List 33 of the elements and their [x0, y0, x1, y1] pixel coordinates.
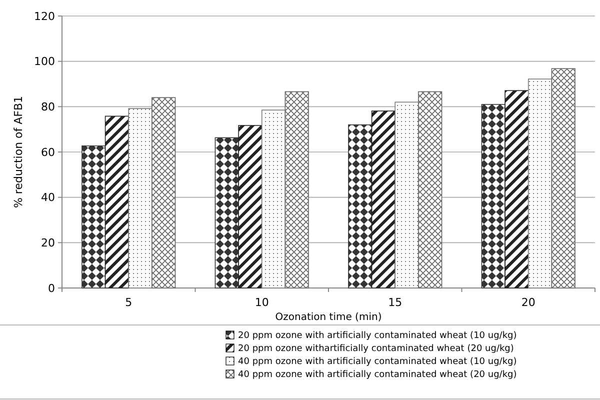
bar — [481, 104, 506, 288]
bar — [418, 91, 442, 288]
legend-label: 40 ppm ozone with artificially contaminated wheat (10 ug/kg) — [238, 357, 517, 368]
bar — [504, 90, 529, 288]
y-tick-label: 20 — [41, 236, 55, 250]
x-tick-label: 20 — [521, 296, 536, 309]
bar — [551, 68, 576, 288]
x-tick-label: 5 — [125, 296, 132, 309]
bar — [152, 97, 176, 288]
bar — [371, 110, 396, 288]
bar — [238, 125, 262, 288]
x-tick-label: 15 — [388, 296, 402, 309]
bar — [348, 124, 372, 288]
bar — [528, 78, 552, 288]
bar — [104, 116, 130, 288]
bar — [284, 91, 309, 288]
legend-label: 20 ppm ozone with artificially contaminated wheat (10 ug/kg) — [238, 331, 517, 342]
y-tick-label: 120 — [34, 10, 55, 23]
y-axis-title: % reduction of AFB1 — [12, 96, 25, 208]
bar — [214, 137, 239, 288]
bar — [261, 110, 286, 288]
bar — [128, 108, 152, 288]
legend-label: 20 ppm ozone withartificially contaminated wheat (20 ug/kg) — [238, 344, 514, 354]
x-axis-title: Ozonation time (min) — [275, 312, 382, 323]
y-tick-label: 80 — [41, 100, 55, 114]
bar — [82, 145, 106, 288]
y-tick-label: 0 — [48, 282, 55, 295]
y-tick-label: 60 — [41, 146, 55, 159]
y-tick-label: 100 — [34, 55, 55, 68]
bar — [394, 102, 419, 288]
x-tick-label: 10 — [254, 296, 269, 309]
y-tick-label: 40 — [41, 191, 55, 204]
legend-label: 40 ppm ozone with artificially contaminated wheat (20 ug/kg) — [238, 370, 517, 380]
